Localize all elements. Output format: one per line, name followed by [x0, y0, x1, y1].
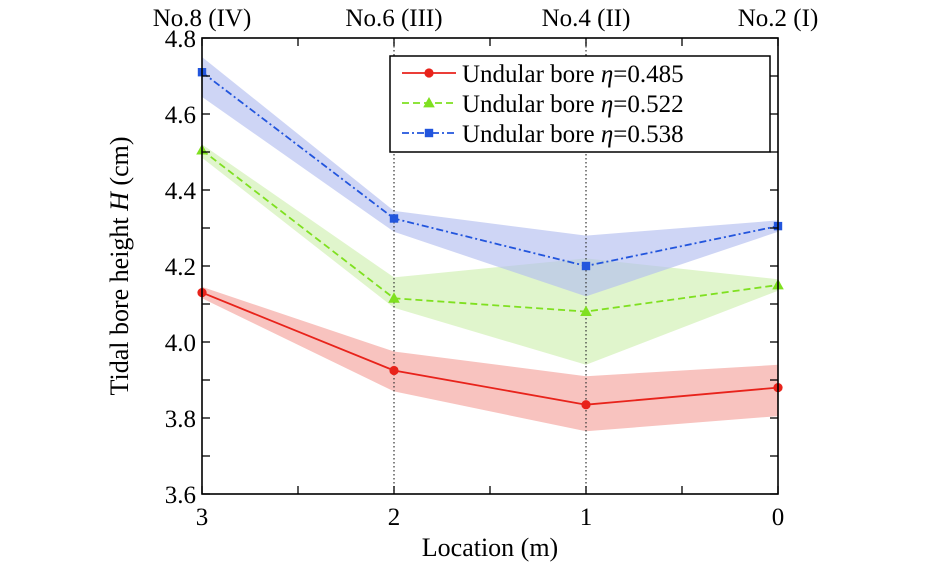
top-label: No.2 (I): [738, 5, 819, 32]
top-label: No.6 (III): [345, 5, 442, 32]
legend-entry-value: =0.538: [613, 121, 683, 148]
y-tick-label: 3.6: [165, 482, 196, 509]
y-tick-label: 4.2: [165, 254, 196, 281]
legend-entry-3: Undular bore η=0.538: [462, 121, 684, 148]
y-axis-label-variable: H: [105, 191, 134, 212]
y-axis-label: Tidal bore height H (cm): [105, 136, 134, 395]
error-bands: [202, 57, 778, 432]
series-1-line: [201, 291, 779, 406]
axis-ticks: [201, 37, 779, 495]
y-axis-label-text: Tidal bore height: [105, 211, 134, 396]
legend-marker-3: [424, 128, 434, 138]
x-tick-label: 1: [580, 504, 593, 531]
legend-entry-eta: η: [601, 121, 613, 148]
legend-entry-label: Undular bore: [462, 121, 601, 148]
legend-entry-label: Undular bore: [462, 91, 601, 118]
series-3-point: [581, 261, 591, 271]
top-labels: No.8 (IV) No.6 (III) No.4 (II) No.2 (I): [153, 5, 819, 32]
x-tick-label: 2: [388, 504, 401, 531]
legend-entry-value: =0.485: [613, 61, 683, 88]
series-1-point: [389, 365, 399, 376]
top-label: No.8 (IV): [153, 5, 252, 32]
y-tick-label: 4.4: [165, 178, 197, 205]
y-tick-labels: 3.6 3.8 4.0 4.2 4.4 4.6 4.8: [165, 26, 197, 509]
y-tick-label: 4.6: [165, 102, 196, 129]
legend-entry-2: Undular bore η=0.522: [462, 91, 684, 118]
series-1-point: [581, 400, 591, 410]
y-tick-label: 4.8: [165, 26, 196, 53]
top-label: No.4 (II): [542, 5, 631, 32]
legend-entry-eta: η: [601, 91, 613, 118]
legend-entry-value: =0.522: [613, 91, 683, 118]
x-tick-labels: 3 2 1 0: [196, 504, 785, 531]
y-tick-label: 3.8: [165, 406, 196, 433]
legend-entry-1: Undular bore η=0.485: [462, 61, 684, 88]
series-3-band: [202, 57, 778, 297]
legend-box: [389, 55, 771, 153]
series-2-band: [202, 144, 778, 365]
y-tick-label: 4.0: [165, 330, 196, 357]
x-tick-label: 0: [772, 504, 785, 531]
series-2-point: [580, 305, 592, 316]
y-axis-label-unit: (cm): [105, 136, 134, 192]
series-3-point: [389, 214, 399, 223]
series-2-line: [201, 149, 779, 313]
legend-marker-2: [423, 97, 435, 108]
series-3-line: [201, 71, 779, 267]
legend-entry-label: Undular bore: [462, 61, 601, 88]
x-tick-label: 3: [196, 504, 209, 531]
x-axis-label: Location (m): [422, 533, 558, 562]
series-2-point: [388, 292, 400, 303]
legend-marker-1: [424, 68, 434, 78]
series-1-band: [202, 286, 778, 432]
series-lines: [201, 71, 779, 406]
legend-entry-eta: η: [601, 61, 613, 88]
